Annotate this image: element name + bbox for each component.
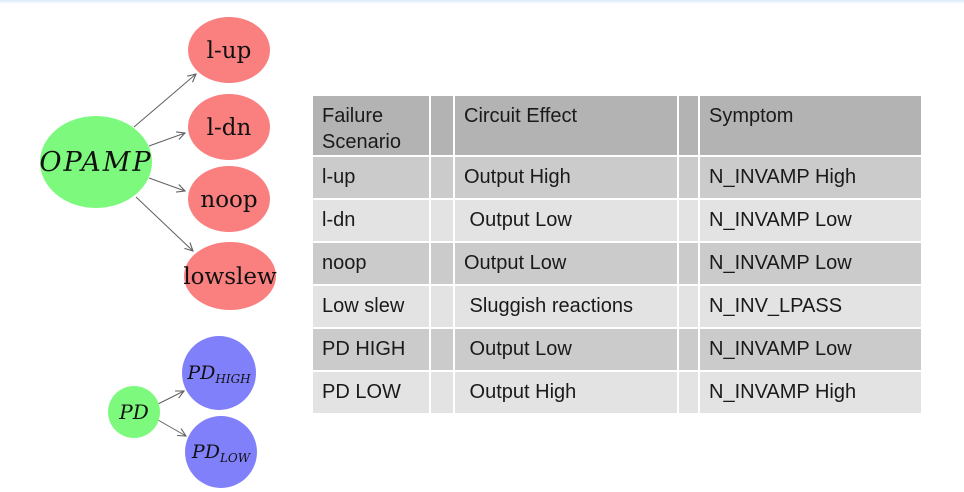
node-lowslew-label: lowslew xyxy=(183,264,277,290)
cell-gap xyxy=(679,157,698,198)
node-pd-high xyxy=(182,336,256,410)
table-header-gap-2 xyxy=(679,96,698,155)
node-pd-label: PD xyxy=(118,400,149,424)
cell-gap xyxy=(431,286,453,327)
node-ldn xyxy=(188,94,270,160)
fault-tree-diagram: OPAMP l-up l-dn noop lowslew PD PDHIGH P… xyxy=(39,17,277,488)
table-header-failure-scenario: Failure Scenario xyxy=(313,96,429,155)
failure-scenario-table: Failure Scenario Circuit Effect Symptom … xyxy=(313,96,921,413)
edge-opamp-lowslew xyxy=(135,196,193,251)
node-pd xyxy=(108,386,160,438)
node-noop xyxy=(188,166,270,232)
node-ldn-label: l-dn xyxy=(207,115,252,141)
cell-gap xyxy=(679,243,698,284)
cell-failure-scenario: PD HIGH xyxy=(313,329,429,370)
cell-failure-scenario: l-dn xyxy=(313,200,429,241)
cell-circuit-effect: Output High xyxy=(455,157,677,198)
node-opamp xyxy=(40,116,152,208)
cell-gap xyxy=(431,200,453,241)
edge-opamp-ldn xyxy=(148,133,185,147)
cell-symptom: N_INVAMP Low xyxy=(700,243,921,284)
cell-failure-scenario: PD LOW xyxy=(313,372,429,413)
cell-gap xyxy=(431,329,453,370)
cell-gap xyxy=(679,200,698,241)
cell-gap xyxy=(679,372,698,413)
node-pd-low-label: PDLOW xyxy=(191,441,252,465)
cell-failure-scenario: l-up xyxy=(313,157,429,198)
node-lup-label: l-up xyxy=(207,38,252,64)
cell-circuit-effect: Output Low xyxy=(455,329,677,370)
node-noop-label: noop xyxy=(200,187,257,213)
cell-failure-scenario: Low slew xyxy=(313,286,429,327)
node-pd-low xyxy=(185,416,257,488)
cell-circuit-effect: Sluggish reactions xyxy=(455,286,677,327)
cell-circuit-effect: Output Low xyxy=(455,200,677,241)
edge-pd-low xyxy=(157,419,186,436)
cell-symptom: N_INVAMP Low xyxy=(700,200,921,241)
node-opamp-label: OPAMP xyxy=(39,147,152,178)
cell-symptom: N_INV_LPASS xyxy=(700,286,921,327)
node-pd-high-label: PDHIGH xyxy=(186,362,251,386)
edge-opamp-noop xyxy=(148,177,185,191)
node-lup xyxy=(188,17,270,83)
table-header-circuit-effect: Circuit Effect xyxy=(455,96,677,155)
cell-gap xyxy=(431,243,453,284)
cell-gap xyxy=(431,157,453,198)
cell-failure-scenario: noop xyxy=(313,243,429,284)
cell-symptom: N_INVAMP High xyxy=(700,157,921,198)
cell-circuit-effect: Output High xyxy=(455,372,677,413)
edge-opamp-lup xyxy=(133,74,196,128)
cell-symptom: N_INVAMP Low xyxy=(700,329,921,370)
cell-symptom: N_INVAMP High xyxy=(700,372,921,413)
table-header-symptom: Symptom xyxy=(700,96,921,155)
cell-gap xyxy=(679,286,698,327)
cell-circuit-effect: Output Low xyxy=(455,243,677,284)
cell-gap xyxy=(679,329,698,370)
top-accent-strip xyxy=(0,0,964,4)
cell-gap xyxy=(431,372,453,413)
table-header-gap-1 xyxy=(431,96,453,155)
edge-pd-high xyxy=(157,391,184,405)
node-lowslew xyxy=(184,242,276,310)
